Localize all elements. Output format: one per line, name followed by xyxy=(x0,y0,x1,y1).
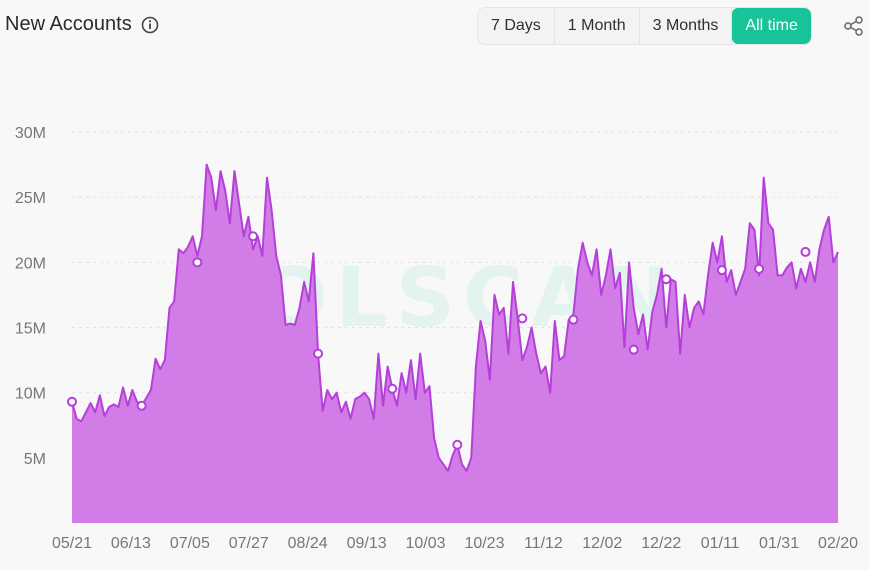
x-tick-label: 10/03 xyxy=(406,535,446,552)
range-3-months-button[interactable]: 3 Months xyxy=(640,8,733,44)
x-tick-label: 07/05 xyxy=(170,535,210,552)
x-tick-label: 06/13 xyxy=(111,535,151,552)
y-tick-label: 30M xyxy=(15,125,46,142)
time-range-selector: 7 Days 1 Month 3 Months All time xyxy=(477,7,812,45)
x-axis-ticks: 05/21 06/13 07/05 07/27 08/24 09/13 10/03 10/23… xyxy=(52,535,858,552)
x-tick-label: 01/31 xyxy=(759,535,799,552)
y-tick-label: 5M xyxy=(24,451,46,468)
x-tick-label: 12/02 xyxy=(582,535,622,552)
x-tick-label: 12/22 xyxy=(641,535,681,552)
area-fill xyxy=(72,164,838,523)
x-tick-label: 08/24 xyxy=(288,535,328,552)
range-1-month-button[interactable]: 1 Month xyxy=(555,8,640,44)
x-tick-label: 02/20 xyxy=(818,535,858,552)
chart-title: New Accounts xyxy=(5,13,132,35)
y-tick-label: 15M xyxy=(15,321,46,338)
data-point-marker[interactable] xyxy=(192,257,203,268)
x-tick-label: 05/21 xyxy=(52,535,92,552)
data-point-marker[interactable] xyxy=(517,313,528,324)
data-point-marker[interactable] xyxy=(716,265,727,276)
series-area xyxy=(71,163,839,523)
data-point-marker[interactable] xyxy=(661,274,672,285)
y-axis-ticks: 5M 10M 15M 20M 25M 30M xyxy=(15,125,46,468)
y-tick-label: 25M xyxy=(15,190,46,207)
y-tick-label: 20M xyxy=(15,255,46,272)
data-point-marker[interactable] xyxy=(754,263,765,274)
data-point-marker[interactable] xyxy=(248,231,259,242)
y-tick-label: 10M xyxy=(15,386,46,403)
range-all-time-button[interactable]: All time xyxy=(732,8,811,44)
chart-header: New Accounts 7 Days 1 Month 3 Months All… xyxy=(0,0,869,50)
x-tick-label: 01/11 xyxy=(701,535,740,552)
data-point-marker[interactable] xyxy=(67,396,77,407)
x-tick-label: 09/13 xyxy=(347,535,387,552)
data-point-marker[interactable] xyxy=(313,348,324,359)
data-point-marker[interactable] xyxy=(568,314,579,325)
data-point-marker[interactable] xyxy=(800,246,811,257)
range-7-days-button[interactable]: 7 Days xyxy=(478,8,555,44)
series-line xyxy=(71,163,839,472)
data-point-marker[interactable] xyxy=(628,344,639,355)
x-tick-label: 10/23 xyxy=(464,535,504,552)
share-icon[interactable] xyxy=(843,15,865,37)
info-circle-icon[interactable] xyxy=(141,16,159,34)
data-point-marker[interactable] xyxy=(452,439,463,450)
data-point-marker[interactable] xyxy=(387,383,398,394)
x-tick-label: 11/12 xyxy=(524,535,563,552)
series-markers xyxy=(67,231,811,450)
data-point-marker[interactable] xyxy=(136,400,147,411)
x-tick-label: 07/27 xyxy=(229,535,269,552)
